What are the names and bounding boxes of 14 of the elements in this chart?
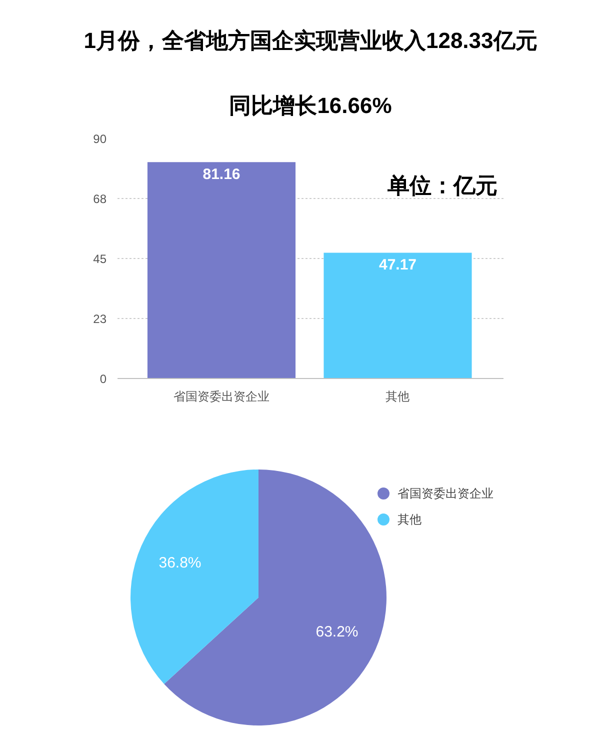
y-tick-label: 0 [100, 372, 107, 386]
legend-label: 省国资委出资企业 [398, 486, 494, 500]
y-tick-label: 45 [93, 252, 107, 266]
data-label: 81.16 [202, 166, 240, 184]
data-label: 36.8% [158, 554, 202, 572]
data-label: 63.2% [316, 624, 358, 641]
chart-subtitle: 同比增长16.66% [229, 93, 392, 118]
y-tick-label: 68 [93, 192, 107, 206]
annotation: 单位：亿元 [386, 173, 498, 198]
data-label: 47.17 [378, 256, 417, 274]
chart-title: 1月份，全省地方国企实现营业收入128.33亿元 [84, 28, 538, 53]
legend-label: 其他 [398, 512, 422, 526]
y-tick-label: 23 [93, 312, 107, 326]
y-tick-label: 90 [93, 132, 107, 146]
